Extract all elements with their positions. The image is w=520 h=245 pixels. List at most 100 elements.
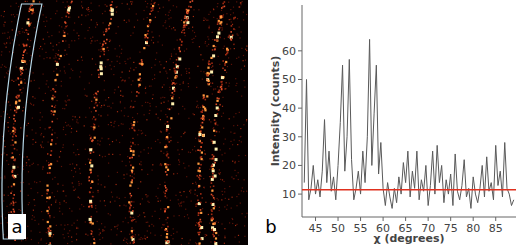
noise-dot <box>19 33 20 34</box>
noise-dot <box>76 164 77 165</box>
noise-dot <box>226 72 227 73</box>
noise-dot <box>218 235 219 236</box>
noise-dot <box>188 86 189 87</box>
ring-spot <box>132 167 134 169</box>
noise-dot <box>20 127 21 128</box>
ring-spot <box>200 157 202 159</box>
noise-dot <box>240 128 241 129</box>
noise-dot <box>173 80 174 81</box>
noise-dot <box>235 85 236 86</box>
noise-dot <box>53 71 54 72</box>
noise-dot <box>52 236 53 237</box>
noise-dot <box>110 201 111 202</box>
noise-dot <box>11 21 12 22</box>
ring-spot <box>18 100 20 102</box>
noise-dot <box>82 60 83 61</box>
noise-dot <box>243 60 244 61</box>
ring-spot <box>106 39 108 41</box>
noise-dot <box>124 107 125 108</box>
ring-spot <box>60 55 62 57</box>
noise-dot <box>149 86 150 87</box>
noise-dot <box>89 107 90 108</box>
noise-dot <box>57 191 58 192</box>
noise-dot <box>213 88 214 89</box>
ring-spot <box>203 116 205 118</box>
noise-dot <box>189 191 190 192</box>
noise-dot <box>45 26 46 27</box>
noise-dot <box>69 126 70 127</box>
noise-dot <box>165 114 166 115</box>
noise-dot <box>230 48 231 49</box>
noise-dot <box>61 85 62 86</box>
noise-dot <box>226 209 227 210</box>
noise-dot <box>71 69 72 70</box>
ring-spot <box>13 175 16 178</box>
noise-dot <box>20 210 21 211</box>
noise-dot <box>65 50 66 51</box>
noise-dot <box>90 244 91 245</box>
ring-spot <box>23 45 25 47</box>
ring-spot <box>170 117 172 119</box>
ring-spot <box>130 205 132 207</box>
noise-dot <box>205 236 206 237</box>
noise-dot <box>241 48 242 49</box>
ring-spot <box>89 206 91 208</box>
ring-spot <box>90 159 92 161</box>
noise-dot <box>144 149 145 150</box>
noise-dot <box>55 13 56 14</box>
noise-dot <box>3 153 4 154</box>
ring-spot <box>89 218 92 221</box>
noise-dot <box>54 217 55 218</box>
ring-spot <box>22 69 24 71</box>
noise-dot <box>201 221 202 222</box>
noise-dot <box>40 46 41 47</box>
ring-spot <box>92 139 94 141</box>
noise-dot <box>81 183 82 184</box>
noise-dot <box>120 101 121 102</box>
ring-spot <box>46 185 48 187</box>
noise-dot <box>239 241 240 242</box>
noise-dot <box>178 160 179 161</box>
noise-dot <box>196 87 197 88</box>
ring-spot <box>15 129 17 131</box>
noise-dot <box>195 150 196 151</box>
ring-spot <box>12 175 14 177</box>
noise-dot <box>178 159 179 160</box>
noise-dot <box>43 136 44 137</box>
ring-spot <box>198 202 201 205</box>
noise-dot <box>34 205 35 206</box>
ring-spot <box>174 90 176 92</box>
noise-dot <box>168 18 169 19</box>
noise-dot <box>166 61 167 62</box>
noise-dot <box>52 192 53 193</box>
noise-dot <box>188 165 189 166</box>
noise-dot <box>108 213 109 214</box>
noise-dot <box>119 205 120 206</box>
ring-spot <box>197 175 199 177</box>
noise-dot <box>145 92 146 93</box>
noise-dot <box>7 114 8 115</box>
noise-dot <box>39 1 40 2</box>
noise-dot <box>244 66 245 67</box>
noise-dot <box>167 78 168 79</box>
ring-spot <box>165 190 167 192</box>
noise-dot <box>218 56 219 57</box>
noise-dot <box>13 14 14 15</box>
noise-dot <box>93 192 94 193</box>
ring-spot <box>197 149 199 151</box>
noise-dot <box>78 17 79 18</box>
noise-dot <box>153 42 154 43</box>
ring-spot <box>16 96 18 98</box>
noise-dot <box>69 17 70 18</box>
noise-dot <box>189 68 190 69</box>
noise-dot <box>134 219 135 220</box>
noise-dot <box>236 205 237 206</box>
ring-spot <box>141 63 143 65</box>
noise-dot <box>246 50 247 51</box>
ring-spot <box>129 185 131 187</box>
ring-spot <box>54 79 56 81</box>
ring-spot <box>130 148 132 150</box>
ring-spot <box>14 159 16 161</box>
noise-dot <box>141 164 142 165</box>
noise-dot <box>56 68 57 69</box>
